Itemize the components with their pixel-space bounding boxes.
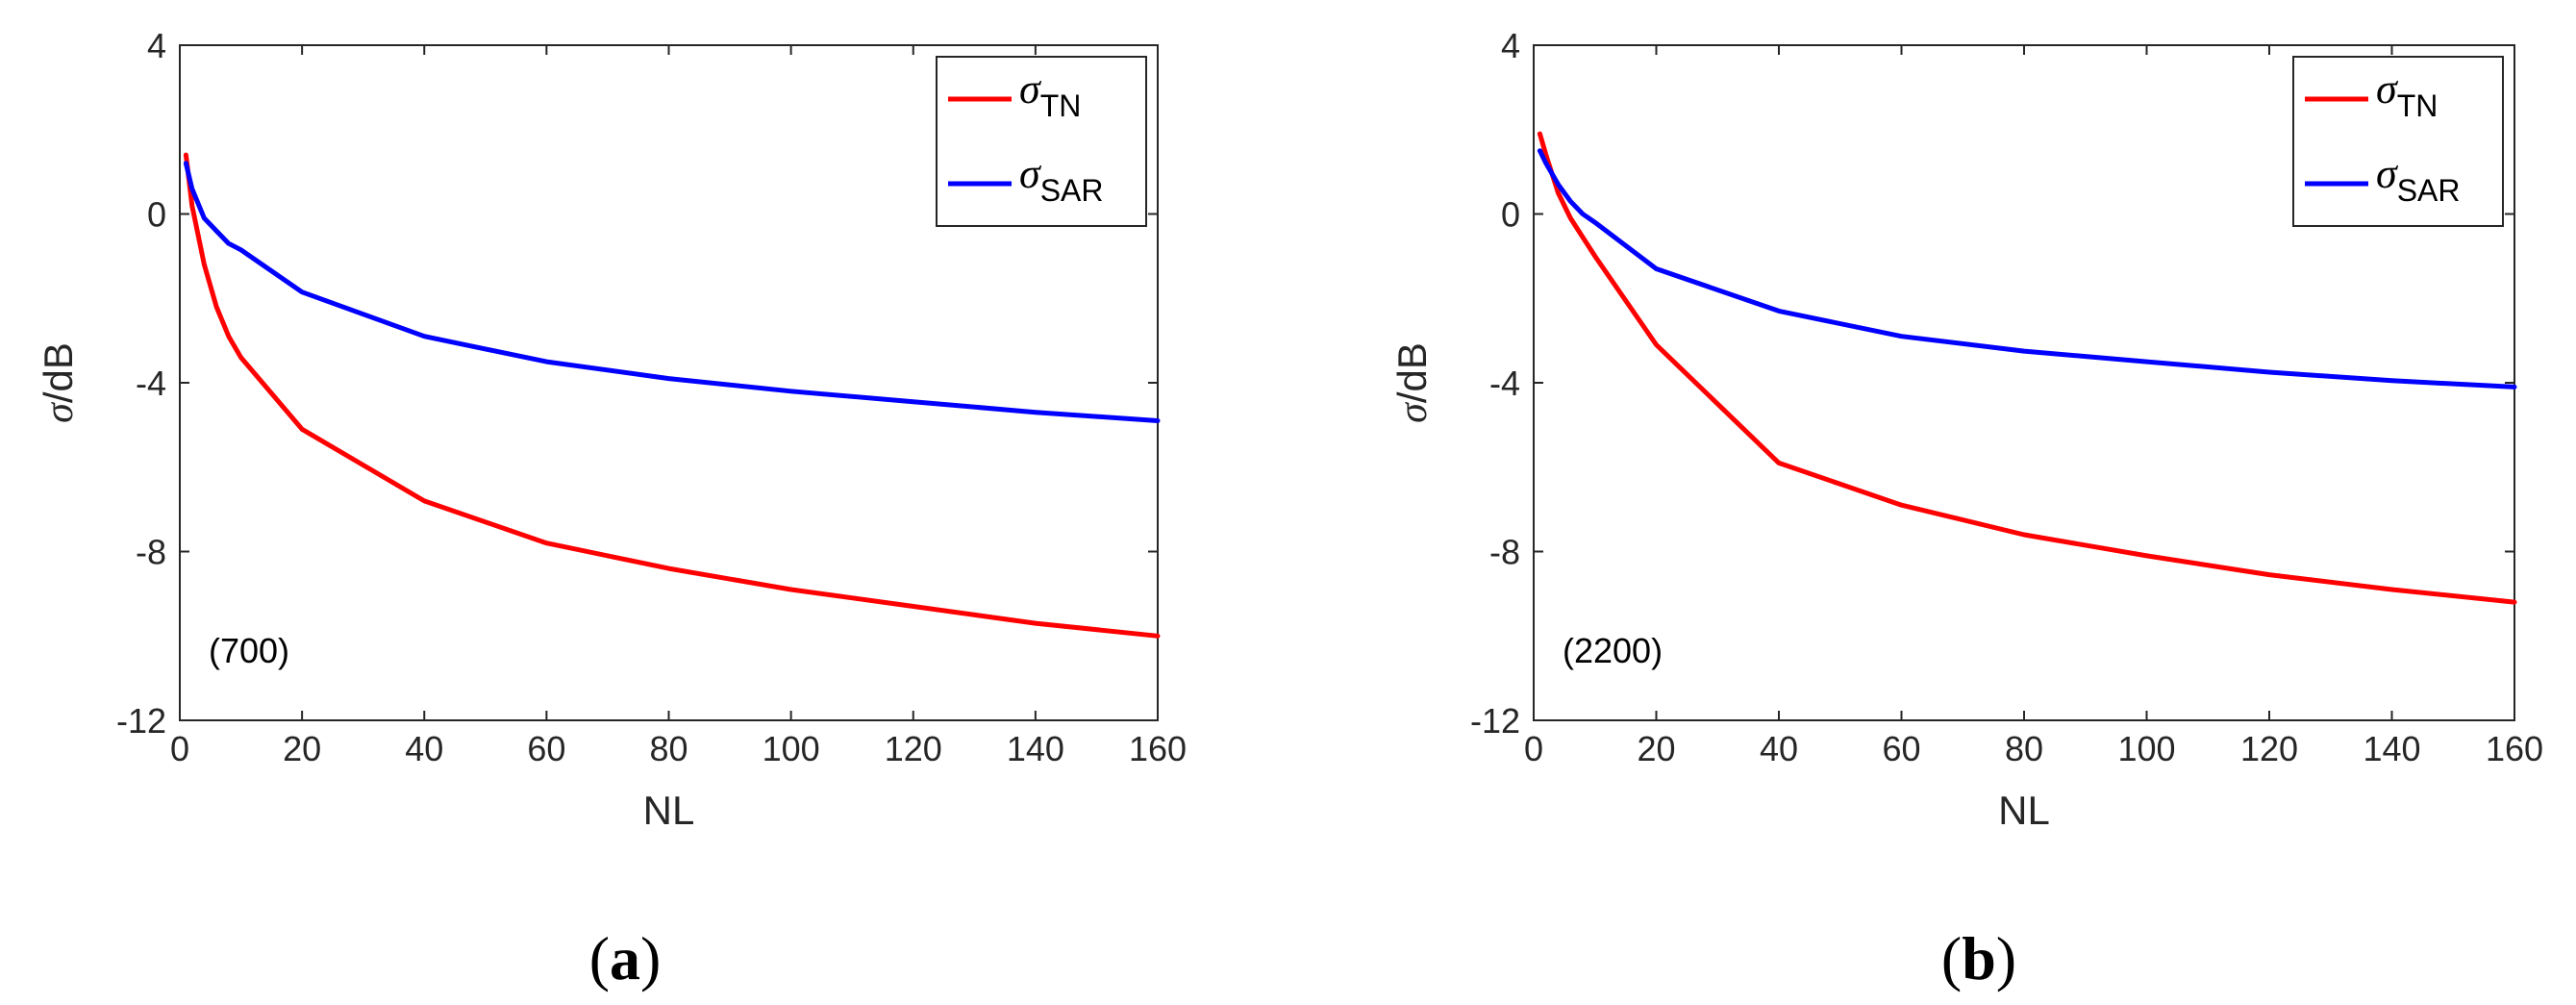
y-tick-label: 4 bbox=[147, 26, 166, 65]
y-tick-label: -12 bbox=[116, 701, 166, 741]
y-tick-label: 0 bbox=[1501, 195, 1520, 235]
caption-open-paren: ( bbox=[589, 924, 610, 992]
chart-panel-a: 0 20 40 60 80 100 120 140 160 -12 -8 -4 0 4 NL σ/dB (700… bbox=[36, 26, 1187, 833]
y-tick-label: -4 bbox=[136, 364, 166, 403]
y-axis-label: σ/dB bbox=[36, 342, 82, 423]
x-tick-label: 80 bbox=[649, 729, 688, 768]
legend-symbol: σ bbox=[2376, 150, 2399, 197]
y-tick-label: -4 bbox=[1489, 364, 1520, 403]
legend-subscript: SAR bbox=[2397, 173, 2461, 208]
x-tick-label: 120 bbox=[885, 729, 942, 768]
caption-letter: b bbox=[1962, 924, 1996, 992]
legend-label-sar: σSAR bbox=[2376, 150, 2461, 208]
caption-close-paren: ) bbox=[640, 924, 661, 992]
x-tick-label: 140 bbox=[1007, 729, 1064, 768]
y-axis-unit: /dB bbox=[1389, 342, 1435, 403]
y-tick-label: 0 bbox=[147, 195, 166, 235]
x-tick-label: 20 bbox=[283, 729, 321, 768]
x-tick-label: 0 bbox=[170, 729, 189, 768]
x-tick-label: 60 bbox=[527, 729, 565, 768]
x-axis-label: NL bbox=[1998, 788, 2050, 833]
panel-caption-b: (b) bbox=[1941, 924, 2016, 992]
x-tick-label: 40 bbox=[1760, 729, 1798, 768]
panel-annotation: (700) bbox=[209, 631, 289, 670]
legend-symbol: σ bbox=[2376, 65, 2399, 113]
x-tick-label: 60 bbox=[1882, 729, 1920, 768]
x-tick-label: 120 bbox=[2240, 729, 2298, 768]
x-tick-label: 40 bbox=[405, 729, 443, 768]
x-tick-label: 80 bbox=[2005, 729, 2043, 768]
panel-caption-a: (a) bbox=[589, 924, 662, 992]
y-tick-label: -8 bbox=[1489, 533, 1520, 572]
x-tick-label: 20 bbox=[1637, 729, 1675, 768]
y-axis-label: σ/dB bbox=[1389, 342, 1436, 423]
legend-label-tn: σTN bbox=[1019, 65, 1081, 123]
series-line-tn bbox=[1537, 131, 2517, 605]
x-tick-label: 160 bbox=[1129, 729, 1187, 768]
chart-panel-b: 0 20 40 60 80 100 120 140 160 -12 -8 -4 0 4 NL σ/dB (220… bbox=[1389, 26, 2543, 833]
caption-close-paren: ) bbox=[1996, 924, 2016, 992]
legend-box bbox=[2292, 56, 2504, 227]
x-axis-label: NL bbox=[643, 788, 695, 833]
legend-symbol: σ bbox=[1019, 65, 1042, 113]
y-tick-label: -8 bbox=[136, 533, 166, 572]
legend-subscript: TN bbox=[1040, 88, 1082, 123]
x-tick-label: 140 bbox=[2363, 729, 2420, 768]
x-tick-label: 100 bbox=[2117, 729, 2175, 768]
series-line-tn bbox=[183, 152, 1161, 639]
panel-annotation: (2200) bbox=[1563, 631, 1663, 670]
y-axis-symbol: σ bbox=[1391, 401, 1436, 423]
x-tick-label: 160 bbox=[2486, 729, 2543, 768]
caption-open-paren: ( bbox=[1941, 924, 1962, 992]
legend-subscript: SAR bbox=[1040, 173, 1104, 208]
legend-symbol: σ bbox=[1019, 150, 1042, 197]
y-tick-label: 4 bbox=[1501, 26, 1520, 65]
legend-box bbox=[936, 56, 1147, 227]
y-axis-symbol: σ bbox=[38, 401, 82, 423]
y-tick-label: -12 bbox=[1470, 701, 1520, 741]
series-line-sar bbox=[183, 161, 1161, 423]
y-axis-unit: /dB bbox=[36, 342, 81, 403]
legend-subscript: TN bbox=[2397, 88, 2438, 123]
series-line-sar bbox=[1537, 148, 2517, 389]
legend-label-tn: σTN bbox=[2376, 65, 2438, 123]
caption-letter: a bbox=[610, 924, 640, 992]
x-tick-label: 0 bbox=[1524, 729, 1543, 768]
x-tick-label: 100 bbox=[763, 729, 820, 768]
legend-label-sar: σSAR bbox=[1019, 150, 1104, 208]
